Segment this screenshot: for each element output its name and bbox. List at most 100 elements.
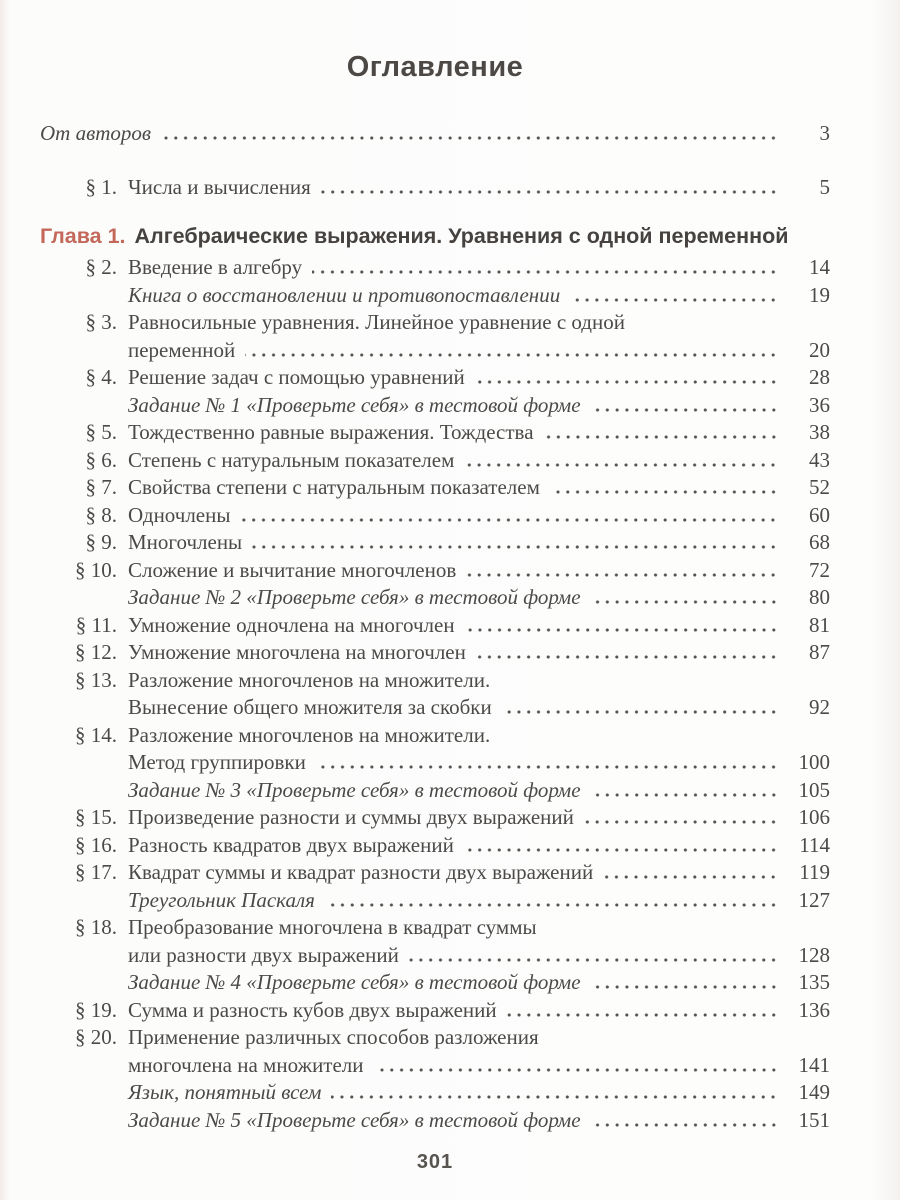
dot-leader	[543, 435, 781, 439]
entry-title: Задание № 1 «Проверьте себя» в тестовой …	[128, 392, 581, 417]
entry-page-number: 141	[798, 1052, 831, 1077]
entry-page-number: 3	[819, 121, 831, 145]
entry-page-number: 114	[799, 832, 830, 857]
entry-number: § 3.	[85, 310, 118, 334]
entry-number: § 14.	[75, 722, 117, 747]
entry-title: Вынесение общего множителя за скобки	[128, 695, 492, 719]
dot-leader	[590, 600, 781, 604]
entry-page-number: 60	[809, 502, 830, 527]
entry-number: § 8.	[85, 502, 118, 527]
entry-title: Треугольник Паскаля	[128, 887, 315, 912]
dot-leader	[464, 462, 781, 467]
toc-entry-line: § 14. Разложение многочленов на множители…	[40, 722, 830, 750]
toc-entry-line: § 9. Многочлены 68	[40, 529, 831, 557]
entry-page-number: 52	[809, 475, 830, 499]
toc-entry-line: Задание № 5 «Проверьте себя» в тестовой …	[40, 1107, 830, 1135]
entry-title: Разложение многочленов на множители.	[128, 722, 491, 747]
dot-leader	[475, 655, 781, 659]
entry-page-number: 5	[819, 174, 831, 199]
chapter-label: Глава 1.	[40, 224, 126, 248]
dot-leader	[583, 820, 781, 824]
entry-title: Введение в алгебру	[128, 255, 303, 279]
entry-title: Умножение многочлена на многочлен	[128, 640, 466, 664]
entry-number: § 1.	[85, 174, 118, 199]
toc-content: Оглавление От авторов 3 § 1. Числа и вычисл…	[40, 51, 831, 1173]
entry-title: Разложение многочленов на множители.	[128, 667, 491, 692]
entry-page-number: 43	[809, 447, 830, 472]
entry-title: Метод группировки	[128, 750, 306, 774]
toc-entry-line: § 8. Одночлены 60	[40, 502, 831, 530]
entry-title: Одночлены	[128, 502, 231, 527]
entry-page-number: 127	[798, 887, 831, 912]
entry-page-number: 14	[809, 255, 830, 279]
entry-page-number: 119	[799, 860, 830, 884]
entry-number: § 11.	[75, 612, 117, 637]
entry-title: Произведение разности и суммы двух выраж…	[128, 805, 574, 829]
dot-leader	[590, 407, 781, 412]
toc-entry-line: § 17. Квадрат суммы и квадрат разности дв…	[40, 859, 830, 887]
toc-entry-line: § 7. Свойства степени с натуральным показ…	[40, 474, 831, 502]
toc-entry-line: § 19. Сумма и разность кубов двух выражен…	[40, 997, 830, 1025]
dot-leader	[331, 1095, 781, 1099]
entry-number: § 15.	[75, 805, 117, 829]
dot-leader	[464, 627, 781, 632]
toc-entry-line: § 18. Преобразование многочлена в квадрат…	[40, 914, 830, 942]
entry-title: Тождественно равные выражения. Тождества	[128, 420, 534, 444]
dot-leader	[549, 490, 781, 494]
entry-title: От авторов	[40, 121, 151, 145]
toc-entry-line: § 10. Сложение и вычитание многочленов 72	[40, 557, 830, 585]
entry-number: § 16.	[75, 832, 117, 857]
entry-number: § 10.	[75, 557, 117, 582]
dot-leader	[324, 902, 781, 907]
dot-leader	[320, 189, 781, 194]
entry-title: Задание № 5 «Проверьте себя» в тестовой …	[128, 1107, 581, 1132]
toc-entry-line: § 1. Числа и вычисления 5	[40, 174, 831, 202]
entry-number: § 20.	[75, 1025, 117, 1049]
entry-title: переменной	[128, 337, 236, 362]
entry-page-number: 106	[798, 805, 831, 829]
dot-leader	[590, 1122, 781, 1127]
dot-leader	[603, 875, 781, 879]
toc-entry-line: многочлена на множители 141	[40, 1052, 830, 1080]
toc-entry-line: § 11. Умножение одночлена на многочлен 81	[40, 612, 830, 640]
toc-entry-line: или разности двух выражений 128	[40, 942, 830, 970]
entry-title: Книга о восстановлении и противопоставле…	[128, 282, 561, 307]
dot-leader	[466, 572, 781, 577]
toc-entry-line: От авторов 3	[40, 120, 830, 148]
toc-entry-line: Задание № 3 «Проверьте себя» в тестовой …	[40, 777, 830, 805]
entry-page-number: 72	[809, 557, 830, 582]
entry-page-number: 92	[809, 695, 830, 719]
entry-title: Решение задач с помощью уравнений	[128, 365, 465, 389]
dot-leader	[501, 710, 781, 714]
entry-number: § 12.	[75, 640, 117, 664]
toc-entry-line: Метод группировки 100	[40, 749, 830, 777]
entry-title: Квадрат суммы и квадрат разности двух вы…	[128, 860, 594, 884]
entry-page-number: 81	[809, 612, 830, 637]
entry-title: Задание № 2 «Проверьте себя» в тестовой …	[128, 585, 581, 609]
entry-title: Равносильные уравнения. Линейное уравнен…	[128, 310, 625, 334]
entry-title: Свойства степени с натуральным показател…	[128, 475, 540, 499]
entry-title: Умножение одночлена на многочлен	[128, 612, 455, 637]
toc-front-matter-list: От авторов 3 § 1. Числа и вычисления 5	[40, 120, 830, 201]
toc-entry-line: Книга о восстановлении и противопоставле…	[40, 282, 830, 310]
entry-title: Разность квадратов двух выражений	[128, 832, 454, 857]
toc-entry-line: § 13. Разложение многочленов на множители…	[40, 667, 830, 695]
entry-title: Многочлены	[128, 530, 243, 554]
entry-page-number: 19	[809, 282, 830, 307]
toc-entry-line: Вынесение общего множителя за скобки 92	[40, 694, 830, 722]
entry-number: § 2.	[85, 255, 118, 279]
toc-entry-line: § 20. Применение различных способов разло…	[40, 1024, 830, 1052]
entry-page-number: 105	[798, 777, 831, 802]
entry-number: § 5.	[85, 420, 118, 444]
entry-title: Преобразование многочлена в квадрат сумм…	[128, 915, 537, 939]
entry-number: § 6.	[85, 447, 118, 472]
toc-entry-line: § 15. Произведение разности и суммы двух …	[40, 804, 830, 832]
dot-leader	[240, 517, 781, 522]
page-title: Оглавление	[346, 51, 524, 83]
entry-page-number: 87	[809, 640, 830, 664]
entry-title: многочлена на множители	[128, 1052, 364, 1077]
toc-entry-line: § 4. Решение задач с помощью уравнений 28	[40, 364, 831, 392]
entry-page-number: 135	[798, 970, 831, 994]
entry-page-number: 68	[809, 530, 830, 554]
